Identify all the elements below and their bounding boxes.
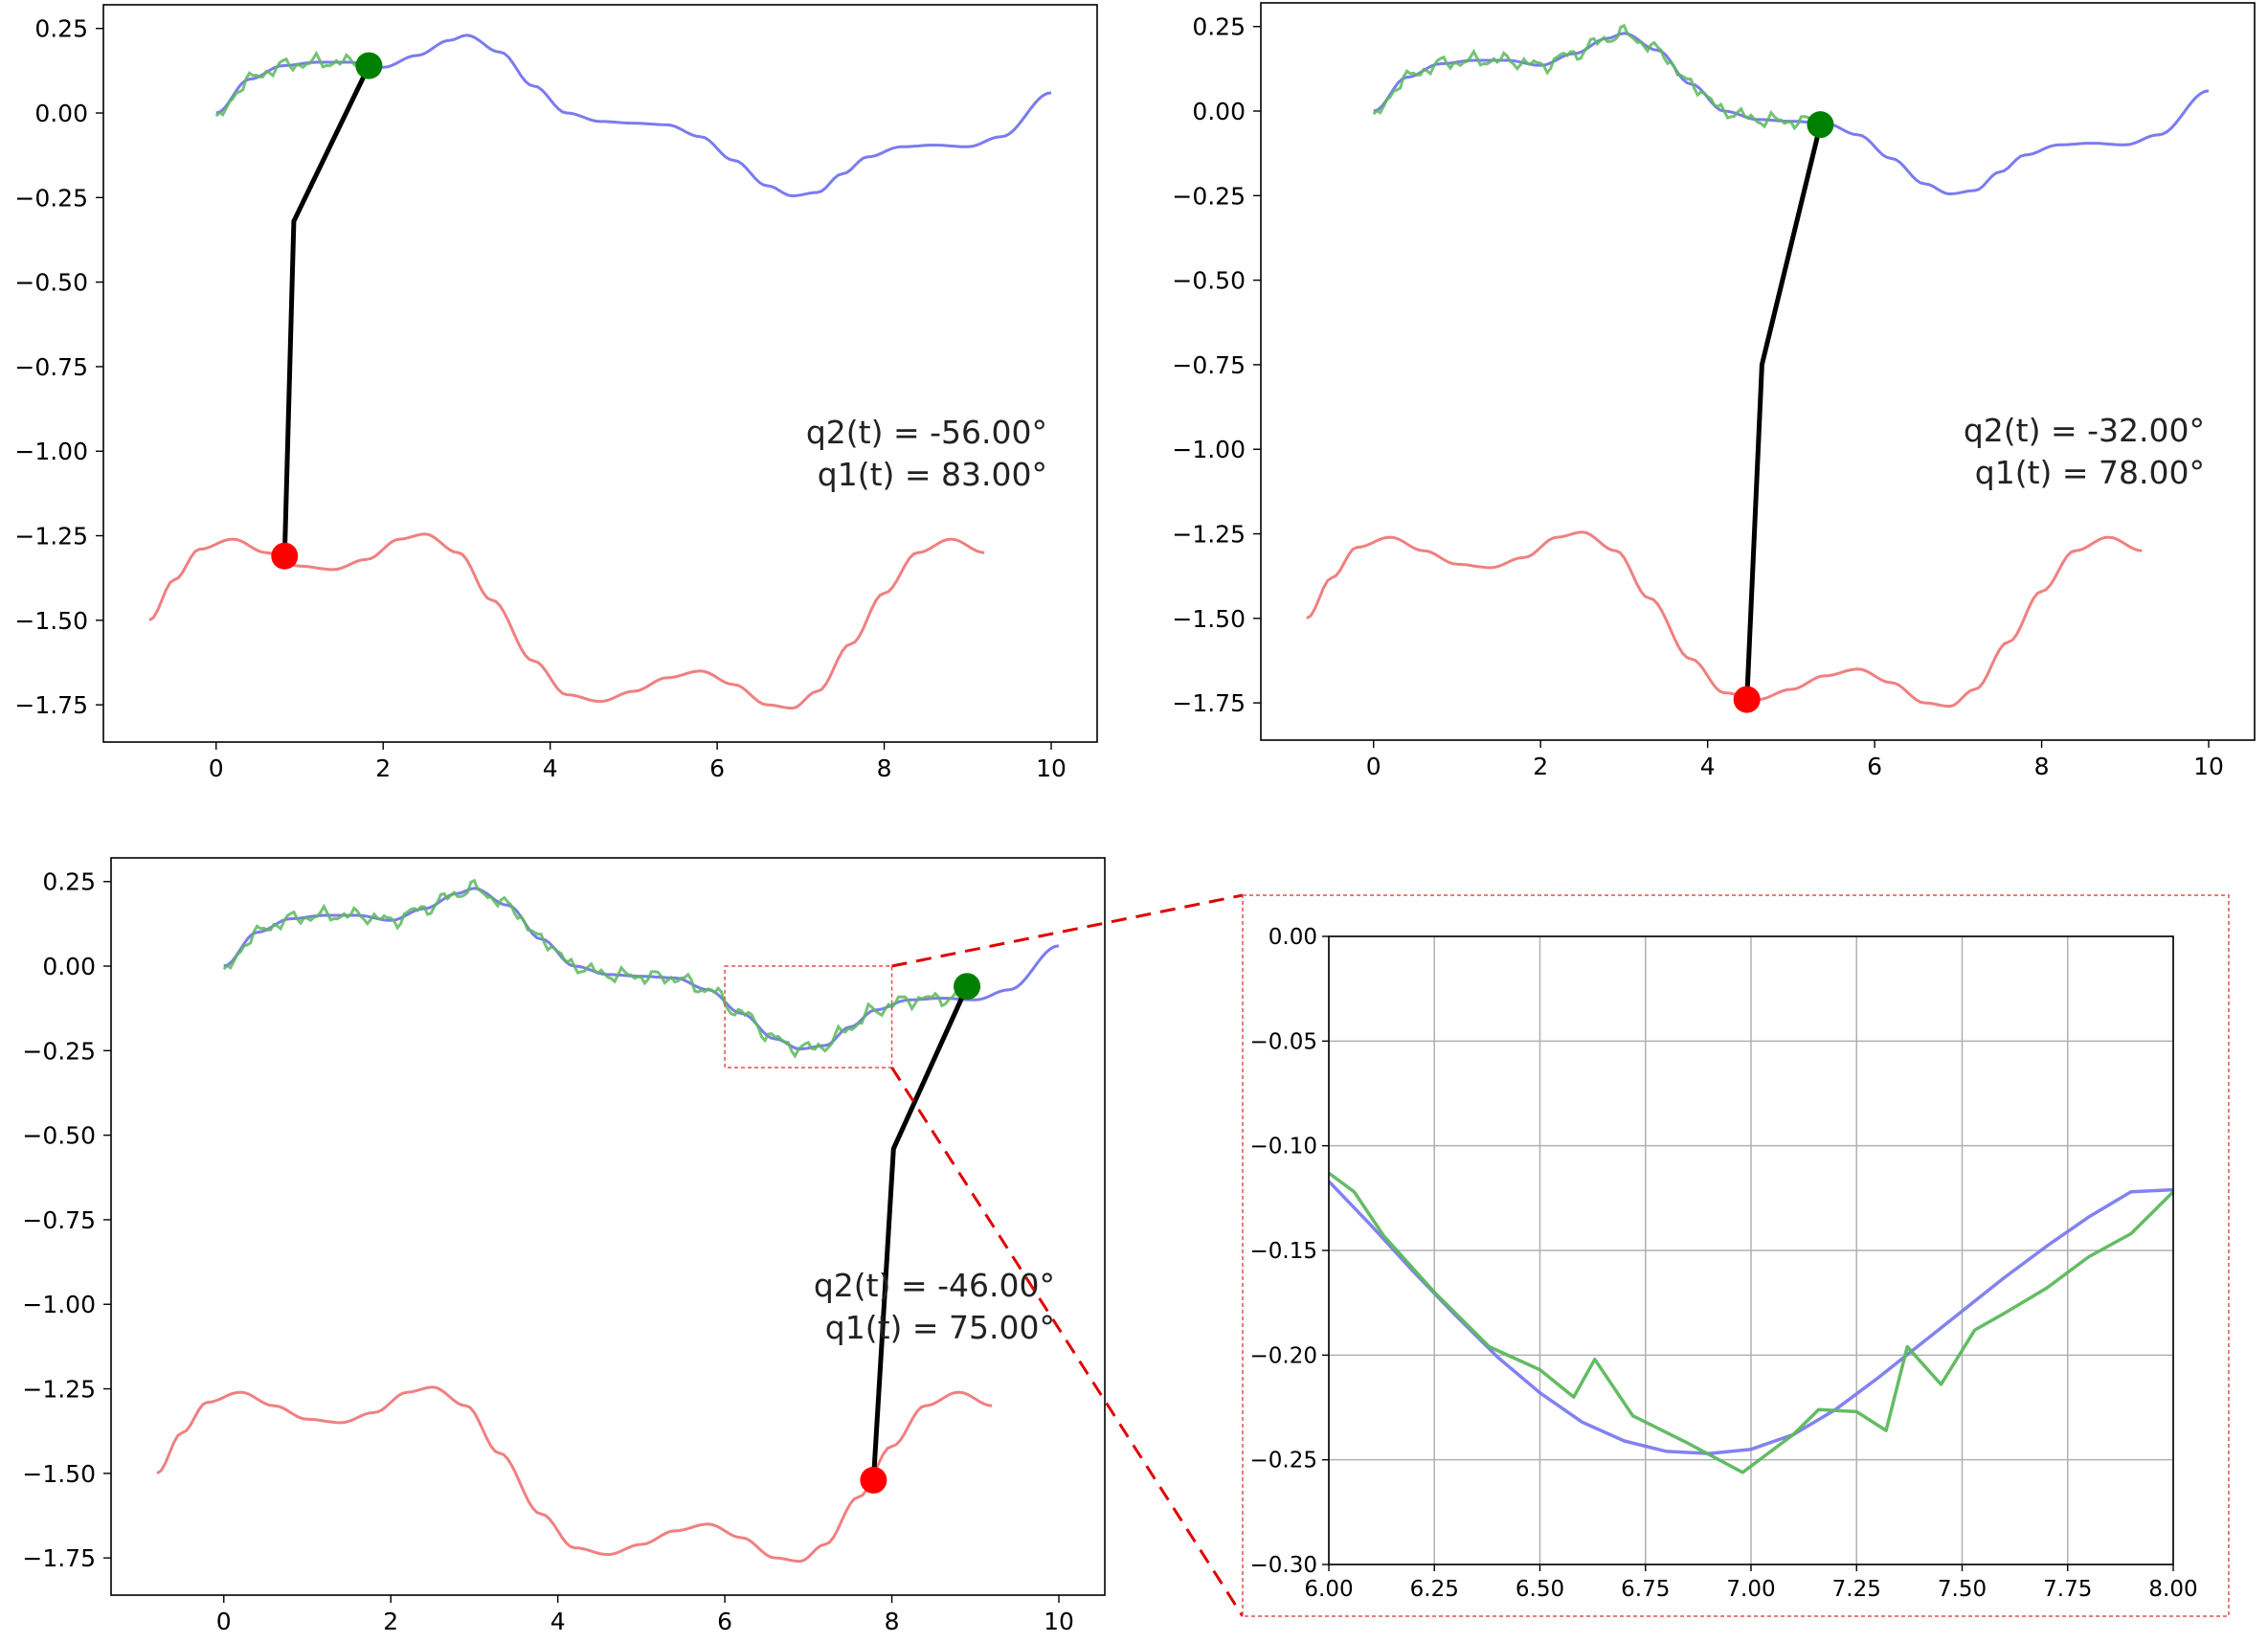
zoom-y-tick-label: −0.30 [1250, 1553, 1317, 1578]
y-tick-label: −0.50 [14, 269, 88, 297]
y-tick-label: −0.25 [22, 1037, 96, 1065]
zoom-y-tick-label: −0.25 [1250, 1449, 1317, 1474]
y-tick-label: −0.25 [1172, 182, 1246, 210]
zoom-connector-top [891, 893, 1244, 968]
arm-links [870, 985, 970, 1481]
y-tick-label: −1.00 [14, 438, 88, 465]
y-tick-label: −1.75 [14, 691, 88, 719]
x-tick-label: 4 [543, 754, 558, 782]
base-joint-marker [1733, 686, 1761, 713]
zoom-outer-box [1242, 894, 2230, 1617]
x-tick-label: 0 [216, 1608, 232, 1635]
y-tick-label: −1.50 [22, 1460, 96, 1488]
y-tick-label: −0.75 [14, 353, 88, 381]
q1-annotation: q1(t) = 75.00° [825, 1309, 1055, 1346]
x-tick-label: 10 [1036, 754, 1067, 782]
tracked-path [214, 50, 369, 118]
x-tick-label: 2 [375, 754, 391, 782]
zoom-x-tick-label: 6.75 [1621, 1577, 1670, 1602]
y-tick-label: −1.25 [14, 523, 88, 551]
y-tick-label: −0.50 [22, 1122, 96, 1150]
y-tick-label: 0.00 [1192, 98, 1246, 125]
plot-frame [1260, 2, 2256, 741]
y-tick-label: −0.75 [22, 1206, 96, 1234]
y-tick-label: −1.50 [1172, 605, 1246, 633]
x-tick-label: 6 [709, 754, 725, 782]
base-joint-marker [860, 1466, 887, 1494]
zoom-x-tick-label: 7.00 [1726, 1577, 1775, 1602]
zoom-x-tick-label: 7.50 [1938, 1577, 1987, 1602]
zoom-connectors [890, 893, 1245, 1617]
zoom-connector-bottom [890, 1067, 1245, 1617]
q2-annotation: q2(t) = -32.00° [1964, 412, 2205, 449]
q1-annotation: q1(t) = 83.00° [818, 456, 1047, 493]
x-tick-label: 4 [550, 1608, 566, 1635]
x-tick-label: 10 [1044, 1608, 1074, 1635]
x-tick-label: 8 [877, 754, 892, 782]
y-tick-label: 0.00 [34, 100, 88, 127]
zoom-y-tick-label: −0.15 [1250, 1239, 1317, 1264]
zoom-x-tick-label: 6.00 [1304, 1577, 1353, 1602]
zoom-y-tick-label: 0.00 [1269, 925, 1317, 950]
x-tick-label: 6 [717, 1608, 732, 1635]
x-tick-label: 2 [383, 1608, 398, 1635]
x-tick-label: 0 [209, 754, 224, 782]
q2-annotation: q2(t) = -46.00° [814, 1267, 1055, 1304]
x-tick-label: 2 [1533, 753, 1548, 780]
upper-reference-curve [215, 34, 1052, 198]
zoom-y-tick-label: −0.05 [1250, 1029, 1317, 1054]
panel-bottom-left: 0 2 4 6 8 10 0.25 0.00 −0.25 −0.50 −0.75 −1.00 −1.25… [22, 857, 1106, 1635]
zoom-x-tick-label: 7.75 [2043, 1577, 2092, 1602]
x-tick-label: 8 [885, 1608, 900, 1635]
zoom-y-tick-label: −0.10 [1250, 1135, 1317, 1159]
x-tick-label: 10 [2193, 753, 2224, 780]
y-tick-label: −1.75 [1172, 689, 1246, 717]
zoom-plot-frame [1328, 935, 2174, 1565]
lower-reference-curve [1306, 530, 2143, 709]
panel-top-left: 0 2 4 6 8 10 0.25 0.00 −0.25 −0.50 −0.75 −1.00 −1.25… [14, 4, 1098, 782]
panel-zoom: 6.00 6.25 6.50 6.75 7.00 7.25 7.50 7.75 8.00 0.00… [1242, 894, 2230, 1617]
y-tick-label: −1.25 [22, 1376, 96, 1404]
zoom-x-tick-label: 6.50 [1516, 1577, 1564, 1602]
x-tick-label: 4 [1700, 753, 1716, 780]
y-tick-label: 0.00 [42, 953, 96, 980]
q2-annotation: q2(t) = -56.00° [806, 414, 1047, 451]
y-tick-label: −1.00 [22, 1291, 96, 1318]
zoom-y-tick-label: −0.20 [1250, 1343, 1317, 1368]
x-tick-label: 0 [1366, 753, 1381, 780]
zoom-x-tick-label: 6.25 [1410, 1577, 1459, 1602]
end-effector-marker [355, 52, 383, 79]
zoom-region-box [724, 965, 893, 1069]
y-tick-label: 0.25 [1192, 13, 1246, 41]
plot-frame [110, 857, 1106, 1596]
plot-frame [102, 4, 1098, 743]
y-tick-label: −0.50 [1172, 267, 1246, 295]
x-tick-label: 8 [2034, 753, 2050, 780]
y-tick-label: −1.25 [1172, 521, 1246, 549]
zoom-x-tick-label: 7.25 [1832, 1577, 1881, 1602]
y-tick-label: 0.25 [42, 868, 96, 896]
tracked-path [1372, 23, 1819, 131]
zoom-tracked-path [1327, 1171, 2175, 1474]
tracked-path [222, 878, 967, 1059]
q1-annotation: q1(t) = 78.00° [1975, 454, 2205, 491]
y-tick-label: −0.25 [14, 184, 88, 212]
arm-links [1744, 124, 1823, 700]
base-joint-marker [271, 542, 299, 570]
y-tick-label: −1.50 [14, 607, 88, 635]
x-tick-label: 6 [1867, 753, 1882, 780]
end-effector-marker [954, 973, 981, 1001]
y-tick-label: −0.75 [1172, 351, 1246, 379]
y-tick-label: −1.00 [1172, 436, 1246, 463]
end-effector-marker [1807, 111, 1834, 139]
arm-links [281, 64, 371, 556]
y-tick-label: 0.25 [34, 15, 88, 43]
lower-reference-curve [156, 1385, 993, 1564]
zoom-x-tick-label: 8.00 [2148, 1577, 2197, 1602]
panel-top-right: 0 2 4 6 8 10 0.25 0.00 −0.25 −0.50 −0.75 −1.00 −1.25… [1172, 2, 2256, 780]
y-tick-label: −1.75 [22, 1544, 96, 1572]
